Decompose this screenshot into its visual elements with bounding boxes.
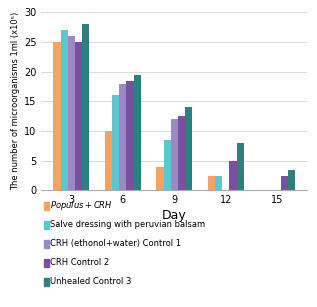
Bar <box>237 143 244 190</box>
Bar <box>126 80 134 190</box>
Text: Salve dressing with peruvian balsam: Salve dressing with peruvian balsam <box>50 220 205 229</box>
Bar <box>119 84 126 190</box>
Bar <box>164 140 171 190</box>
Text: CRH (ethonol+water) Control 1: CRH (ethonol+water) Control 1 <box>50 239 181 248</box>
Bar <box>178 116 185 190</box>
X-axis label: Day: Day <box>162 209 187 222</box>
Bar <box>215 176 222 190</box>
Bar <box>53 42 61 190</box>
Text: $\it{Populus+CRH}$: $\it{Populus+CRH}$ <box>50 199 113 212</box>
Bar <box>75 42 82 190</box>
Bar <box>105 131 112 190</box>
Bar <box>156 167 164 190</box>
Bar <box>185 107 192 190</box>
Text: CRH Control 2: CRH Control 2 <box>50 258 109 267</box>
Bar <box>112 95 119 190</box>
Bar <box>281 176 288 190</box>
Bar <box>134 75 141 190</box>
Text: Unhealed Control 3: Unhealed Control 3 <box>50 277 131 286</box>
Bar <box>61 30 68 190</box>
Bar <box>82 24 89 190</box>
Bar <box>208 176 215 190</box>
Y-axis label: The number of microorganisms 1ml (x10⁵): The number of microorganisms 1ml (x10⁵) <box>11 12 20 190</box>
Bar <box>288 169 295 190</box>
Bar <box>68 36 75 190</box>
Bar <box>171 119 178 190</box>
Bar <box>230 161 237 190</box>
